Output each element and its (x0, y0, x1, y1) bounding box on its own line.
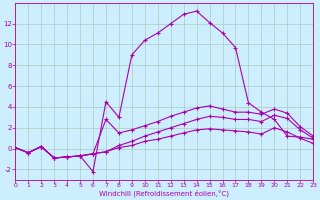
X-axis label: Windchill (Refroidissement éolien,°C): Windchill (Refroidissement éolien,°C) (99, 190, 229, 197)
